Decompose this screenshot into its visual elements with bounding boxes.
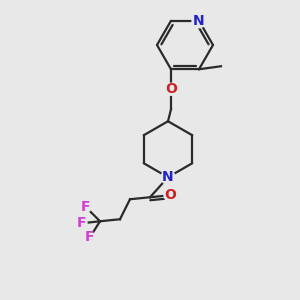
Text: F: F [77, 216, 87, 230]
Circle shape [77, 218, 87, 228]
Circle shape [165, 83, 177, 95]
Text: F: F [85, 230, 95, 244]
Text: O: O [165, 82, 177, 96]
Circle shape [192, 14, 206, 28]
Text: F: F [81, 200, 91, 214]
Circle shape [81, 202, 91, 212]
Circle shape [164, 189, 176, 201]
Circle shape [85, 232, 95, 242]
Circle shape [161, 170, 175, 184]
Text: O: O [164, 188, 176, 202]
Text: N: N [162, 170, 174, 184]
Text: N: N [193, 14, 205, 28]
